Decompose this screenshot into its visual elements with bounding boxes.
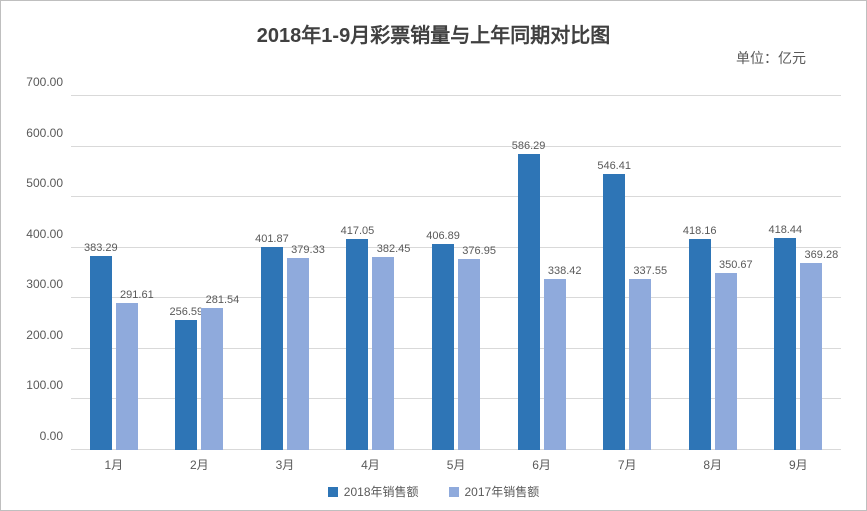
bar-group: 417.05382.454月 — [328, 96, 414, 450]
chart-title: 2018年1-9月彩票销量与上年同期对比图 — [21, 19, 846, 48]
bar-group: 586.29338.426月 — [499, 96, 585, 450]
bar: 338.42 — [544, 279, 566, 450]
bar: 337.55 — [629, 279, 651, 450]
x-axis-label: 4月 — [361, 456, 380, 473]
data-label: 376.95 — [462, 245, 496, 257]
legend-item: 2018年销售额 — [328, 483, 419, 500]
legend-item: 2017年销售额 — [449, 483, 540, 500]
data-label: 369.28 — [805, 249, 839, 261]
data-label: 291.61 — [120, 289, 154, 301]
bar: 418.16 — [689, 239, 711, 450]
data-label: 337.55 — [633, 265, 667, 277]
data-label: 256.59 — [170, 306, 204, 318]
bar-group: 383.29291.611月 — [71, 96, 157, 450]
legend-label: 2017年销售额 — [465, 483, 540, 500]
data-label: 281.54 — [206, 294, 240, 306]
y-axis-label: 500.00 — [26, 176, 71, 190]
bar: 382.45 — [372, 257, 394, 450]
y-axis-label: 200.00 — [26, 328, 71, 342]
plot-area: 0.00100.00200.00300.00400.00500.00600.00… — [71, 96, 841, 450]
data-label: 382.45 — [377, 243, 411, 255]
legend-label: 2018年销售额 — [344, 483, 419, 500]
bar: 418.44 — [774, 238, 796, 450]
chart-subtitle: 单位：亿元 — [21, 48, 846, 68]
y-axis-label: 600.00 — [26, 126, 71, 140]
y-axis-label: 100.00 — [26, 378, 71, 392]
bar: 350.67 — [715, 273, 737, 450]
bar-group: 406.89376.955月 — [413, 96, 499, 450]
legend: 2018年销售额 2017年销售额 — [1, 483, 866, 500]
bar: 406.89 — [432, 244, 454, 450]
x-axis-label: 9月 — [789, 456, 808, 473]
x-axis-label: 2月 — [190, 456, 209, 473]
bar: 379.33 — [287, 258, 309, 450]
chart-container: 2018年1-9月彩票销量与上年同期对比图 单位：亿元 0.00100.0020… — [0, 0, 867, 511]
data-label: 379.33 — [291, 244, 325, 256]
bar: 546.41 — [603, 174, 625, 450]
x-axis-label: 5月 — [447, 456, 466, 473]
data-label: 338.42 — [548, 265, 582, 277]
bar: 256.59 — [175, 320, 197, 450]
x-axis-label: 8月 — [703, 456, 722, 473]
bar: 401.87 — [261, 247, 283, 450]
legend-swatch — [328, 487, 338, 497]
bars-wrap: 383.29291.611月256.59281.542月401.87379.33… — [71, 96, 841, 450]
y-axis-label: 0.00 — [40, 429, 71, 443]
x-axis-label: 6月 — [532, 456, 551, 473]
bar: 291.61 — [116, 303, 138, 450]
y-axis-label: 400.00 — [26, 227, 71, 241]
data-label: 401.87 — [255, 233, 289, 245]
bar: 369.28 — [800, 263, 822, 450]
bar-group: 418.16350.678月 — [670, 96, 756, 450]
bar: 281.54 — [201, 308, 223, 450]
y-axis-label: 300.00 — [26, 277, 71, 291]
data-label: 418.44 — [768, 224, 802, 236]
bar-group: 401.87379.333月 — [242, 96, 328, 450]
bar-group: 546.41337.557月 — [584, 96, 670, 450]
legend-swatch — [449, 487, 459, 497]
data-label: 586.29 — [512, 140, 546, 152]
x-axis-label: 7月 — [618, 456, 637, 473]
bar: 383.29 — [90, 256, 112, 450]
data-label: 546.41 — [597, 160, 631, 172]
data-label: 350.67 — [719, 259, 753, 271]
x-axis-label: 3月 — [276, 456, 295, 473]
bar: 376.95 — [458, 259, 480, 450]
bar-group: 418.44369.289月 — [756, 96, 842, 450]
y-axis-label: 700.00 — [26, 75, 71, 89]
data-label: 406.89 — [426, 230, 460, 242]
data-label: 417.05 — [341, 225, 375, 237]
data-label: 418.16 — [683, 225, 717, 237]
data-label: 383.29 — [84, 242, 118, 254]
x-axis-label: 1月 — [104, 456, 123, 473]
bar: 417.05 — [346, 239, 368, 450]
bar-group: 256.59281.542月 — [157, 96, 243, 450]
bar: 586.29 — [518, 154, 540, 450]
